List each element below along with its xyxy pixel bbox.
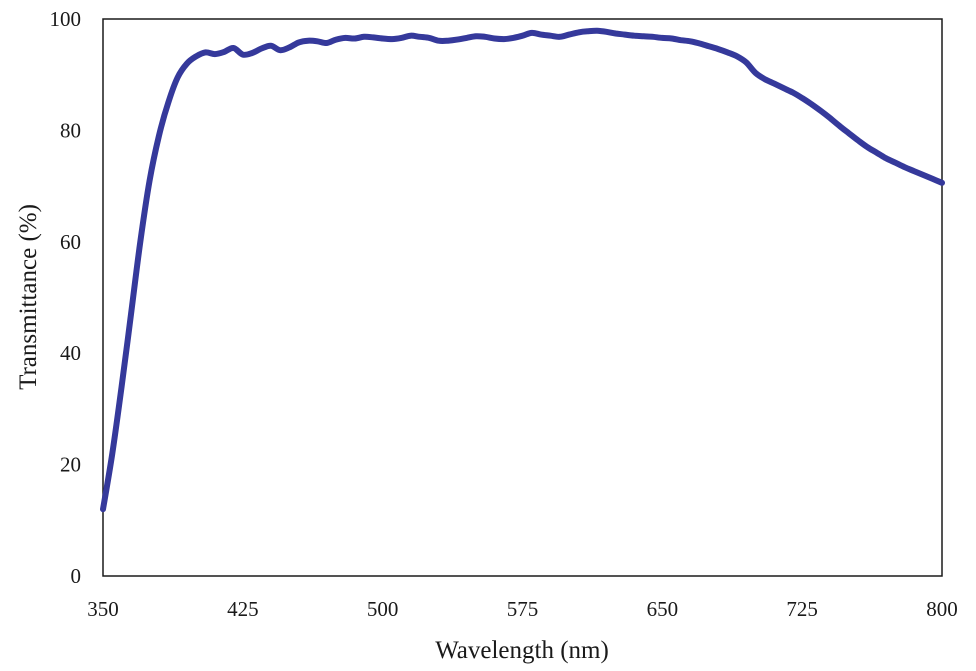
x-axis: 350 425 500 575 650 725 800: [87, 597, 958, 621]
x-tick-label: 650: [647, 597, 679, 621]
x-tick-label: 725: [786, 597, 818, 621]
transmittance-line: [100, 27, 945, 513]
y-axis-title: Transmittance (%): [15, 204, 42, 390]
x-tick-label: 800: [926, 597, 958, 621]
y-tick-label: 40: [60, 341, 81, 365]
y-tick-label: 60: [60, 230, 81, 254]
x-tick-label: 350: [87, 597, 119, 621]
x-tick-label: 500: [367, 597, 399, 621]
x-tick-label: 425: [227, 597, 259, 621]
x-tick-label: 575: [507, 597, 539, 621]
y-tick-label: 20: [60, 453, 81, 477]
y-tick-label: 100: [50, 7, 82, 31]
y-tick-label: 0: [71, 564, 82, 588]
y-tick-label: 80: [60, 118, 81, 142]
y-axis: 0 20 40 60 80 100: [50, 7, 82, 588]
x-axis-title: Wavelength (nm): [435, 637, 609, 664]
plot-area: [102, 18, 943, 577]
